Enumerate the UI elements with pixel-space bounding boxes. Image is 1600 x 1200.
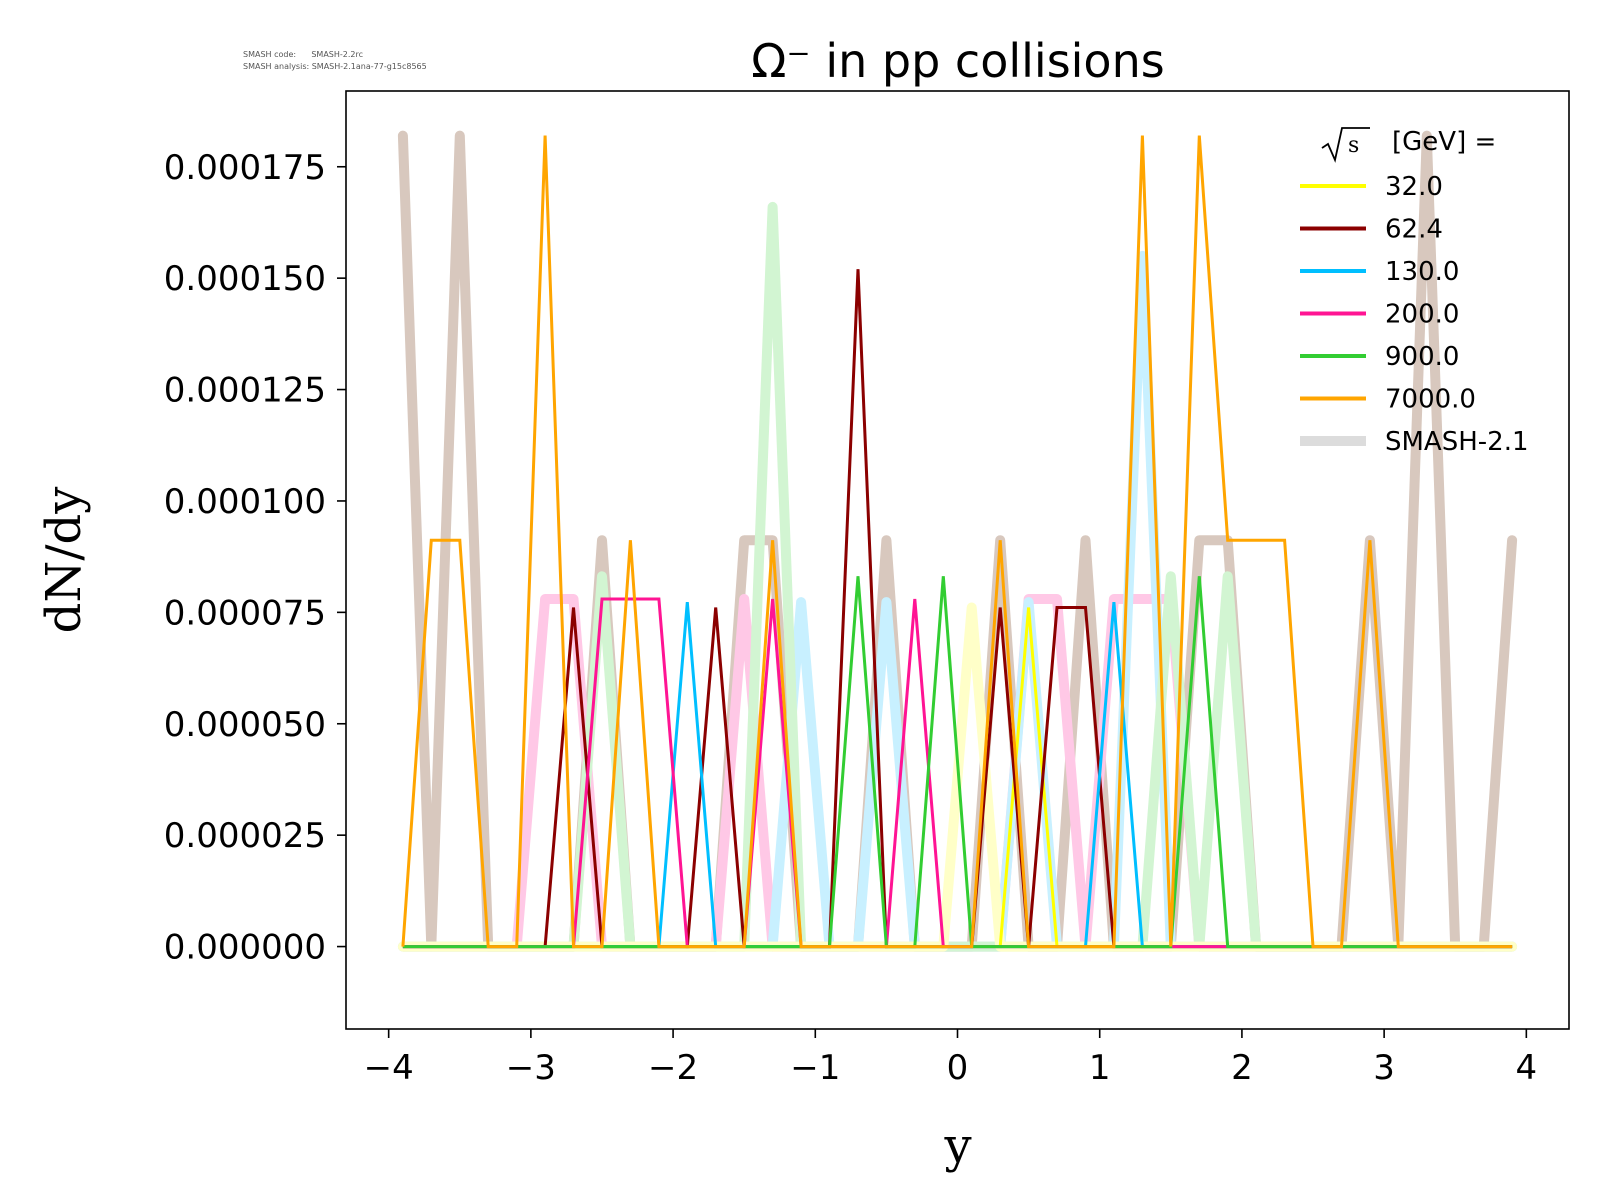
legend-title: s [GeV] = bbox=[1321, 127, 1496, 163]
legend-label: 62.4 bbox=[1385, 215, 1443, 245]
legend-label: 200.0 bbox=[1385, 300, 1459, 330]
y-tick-label: 0.000000 bbox=[164, 928, 326, 968]
y-tick-label: 0.000125 bbox=[164, 371, 326, 411]
x-tick-label: −4 bbox=[364, 1048, 414, 1088]
y-tick-label: 0.000025 bbox=[164, 816, 326, 856]
x-axis-label: y bbox=[943, 1118, 971, 1174]
x-tick-label: 1 bbox=[1089, 1048, 1111, 1088]
smash-code-version: SMASH code: SMASH-2.2rc bbox=[243, 50, 364, 59]
y-tick-label: 0.000150 bbox=[164, 259, 326, 299]
y-axis-ticks: 0.000000 0.000025 0.000050 0.000075 0.000100… bbox=[164, 148, 346, 968]
y-tick-label: 0.000050 bbox=[164, 705, 326, 745]
x-tick-label: 0 bbox=[947, 1048, 969, 1088]
smash-analysis-version: SMASH analysis: SMASH-2.1ana-77-g15c8565 bbox=[243, 62, 427, 71]
series-layer bbox=[401, 135, 1513, 949]
x-axis-ticks: −4 −3 −2 −1 0 1 2 3 4 bbox=[364, 1029, 1538, 1088]
x-tick-label: −3 bbox=[506, 1048, 556, 1088]
legend-label: 900.0 bbox=[1385, 342, 1459, 372]
y-axis-label: dN/dy bbox=[36, 487, 92, 634]
legend-items: 32.0 62.4 130.0 200.0 900.0 7000.0 SMASH-2.1 bbox=[1300, 172, 1529, 457]
x-tick-label: 2 bbox=[1231, 1048, 1253, 1088]
x-tick-label: −1 bbox=[790, 1048, 840, 1088]
x-tick-label: 3 bbox=[1373, 1048, 1395, 1088]
legend: s [GeV] = 32.0 62.4 130.0 200.0 900.0 7000.0 S… bbox=[1300, 127, 1529, 457]
y-tick-label: 0.000175 bbox=[164, 148, 326, 188]
legend-label: 130.0 bbox=[1385, 257, 1459, 287]
x-tick-label: −2 bbox=[648, 1048, 698, 1088]
legend-label: SMASH-2.1 bbox=[1385, 427, 1529, 457]
legend-label: 32.0 bbox=[1385, 172, 1443, 202]
x-tick-label: 4 bbox=[1516, 1048, 1538, 1088]
legend-title-text: [GeV] = bbox=[1392, 127, 1496, 157]
chart-title: Ω⁻ in pp collisions bbox=[751, 34, 1164, 88]
y-tick-label: 0.000100 bbox=[164, 482, 326, 522]
y-tick-label: 0.000075 bbox=[164, 593, 326, 633]
series-line-7000-0 bbox=[401, 135, 1513, 949]
legend-title-sqrt-arg: s bbox=[1348, 133, 1359, 158]
sqrt-icon bbox=[1321, 127, 1370, 163]
legend-label: 7000.0 bbox=[1385, 385, 1476, 415]
